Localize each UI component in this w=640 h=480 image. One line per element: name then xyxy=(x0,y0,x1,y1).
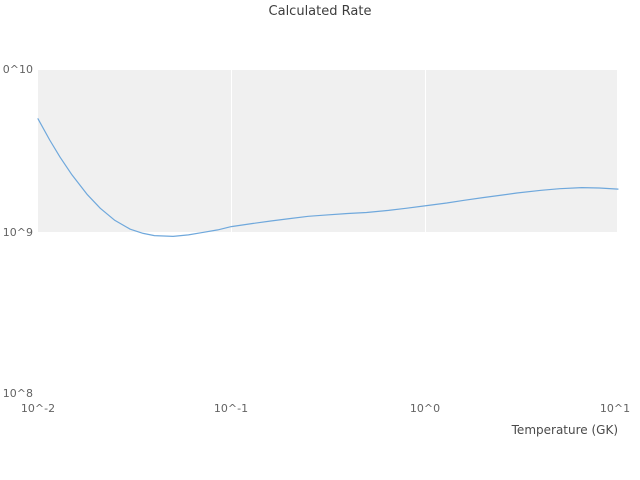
y-tick-1e8: 10^8 xyxy=(2,387,33,400)
x-tick-1e-2: 10^-2 xyxy=(20,402,56,415)
y-tick-1e9: 10^9 xyxy=(2,226,33,239)
decade-shading-band xyxy=(38,70,618,232)
rate-line xyxy=(37,118,619,237)
gridline-x-10e1 xyxy=(617,70,618,394)
y-tick-1e10: 0^10 xyxy=(2,63,33,76)
gridline-x-10e-1 xyxy=(231,70,232,394)
x-axis-label: Temperature (GK) xyxy=(511,423,618,437)
x-tick-1e-1: 10^-1 xyxy=(213,402,249,415)
x-tick-1e0: 10^0 xyxy=(409,402,441,415)
chart-title: Calculated Rate xyxy=(268,4,372,19)
x-tick-1e1: 10^1 xyxy=(599,402,631,415)
gridline-x-10e0 xyxy=(425,70,426,394)
